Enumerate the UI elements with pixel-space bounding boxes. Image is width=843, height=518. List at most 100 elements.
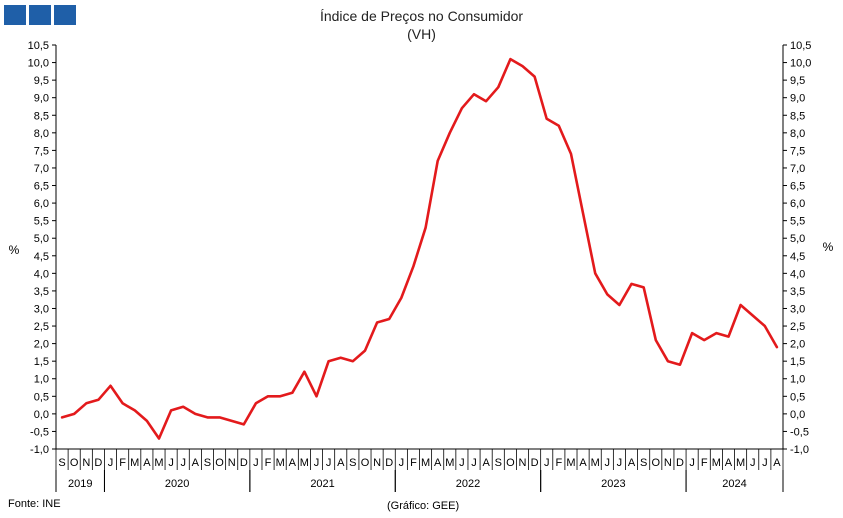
y-tick-label-right: 4,5 (790, 251, 805, 263)
x-month-label: F (555, 457, 562, 469)
x-month-label: A (337, 457, 345, 469)
x-month-label: D (531, 457, 539, 469)
y-tick-label-left: 1,0 (34, 374, 49, 386)
y-tick-label-right: 8,5 (790, 110, 805, 122)
x-month-label: D (240, 457, 248, 469)
x-month-label: A (143, 457, 151, 469)
x-month-label: J (689, 457, 695, 469)
y-tick-label-right: 5,5 (790, 216, 805, 228)
source-note: Fonte: INE (8, 498, 61, 510)
y-tick-label-right: 0,5 (790, 391, 805, 403)
y-tick-label-left: 5,0 (34, 233, 49, 245)
x-month-label: O (215, 457, 224, 469)
x-month-label: S (349, 457, 356, 469)
y-tick-label-right: 8,0 (790, 128, 805, 140)
y-tick-label-right: 10,5 (790, 40, 811, 52)
y-tick-label-left: 0,5 (34, 391, 49, 403)
x-month-label: J (108, 457, 114, 469)
x-month-label: J (617, 457, 623, 469)
x-month-label: D (94, 457, 102, 469)
x-month-label: S (204, 457, 211, 469)
x-month-label: A (482, 457, 490, 469)
x-month-label: J (762, 457, 768, 469)
x-month-label: N (519, 457, 527, 469)
x-month-label: M (276, 457, 285, 469)
logo (4, 5, 76, 25)
x-month-label: F (265, 457, 272, 469)
y-tick-label-left: 3,5 (34, 286, 49, 298)
x-month-label: O (506, 457, 515, 469)
x-month-label: N (228, 457, 236, 469)
x-month-label: N (373, 457, 381, 469)
y-tick-label-left: 6,0 (34, 198, 49, 210)
x-year-label: 2021 (310, 478, 334, 490)
y-tick-label-right: 1,5 (790, 356, 805, 368)
x-month-label: J (750, 457, 756, 469)
y-tick-label-left: 8,5 (34, 110, 49, 122)
y-tick-label-right: 3,0 (790, 303, 805, 315)
x-month-label: M (736, 457, 745, 469)
x-month-label: J (471, 457, 477, 469)
y-axis-unit-left: % (9, 243, 20, 257)
y-tick-label-left: 5,5 (34, 216, 49, 228)
x-month-label: A (434, 457, 442, 469)
x-month-label: J (544, 457, 550, 469)
x-month-label: A (289, 457, 297, 469)
chart-subtitle: (VH) (407, 26, 436, 42)
y-tick-label-left: 2,0 (34, 339, 49, 351)
y-tick-label-right: -1,0 (790, 444, 809, 456)
x-month-label: M (130, 457, 139, 469)
y-tick-label-left: 0,0 (34, 409, 49, 421)
x-month-label: D (676, 457, 684, 469)
x-year-label: 2022 (456, 478, 480, 490)
y-tick-label-right: 7,0 (790, 163, 805, 175)
y-tick-label-left: 2,5 (34, 321, 49, 333)
x-month-label: M (154, 457, 163, 469)
y-tick-label-left: 3,0 (34, 303, 49, 315)
x-month-label: J (605, 457, 611, 469)
y-tick-label-left: 10,5 (28, 40, 49, 52)
y-tick-label-left: 1,5 (34, 356, 49, 368)
y-tick-label-right: 5,0 (790, 233, 805, 245)
x-month-label: M (300, 457, 309, 469)
x-month-label: A (579, 457, 587, 469)
y-tick-label-right: 6,0 (790, 198, 805, 210)
x-month-label: J (168, 457, 174, 469)
y-tick-label-left: 7,5 (34, 145, 49, 157)
series-line (60, 57, 779, 440)
x-month-label: S (495, 457, 502, 469)
y-tick-label-right: 3,5 (790, 286, 805, 298)
y-tick-label-left: -0,5 (30, 426, 49, 438)
x-month-label: O (70, 457, 79, 469)
y-tick-label-right: 9,0 (790, 93, 805, 105)
y-tick-label-left: 6,5 (34, 181, 49, 193)
x-month-label: N (664, 457, 672, 469)
x-month-label: A (725, 457, 733, 469)
y-tick-label-right: 10,0 (790, 58, 811, 70)
x-year-label: 2019 (68, 478, 92, 490)
y-tick-label-right: 6,5 (790, 181, 805, 193)
x-year-label: 2023 (601, 478, 625, 490)
y-tick-label-right: 4,0 (790, 268, 805, 280)
x-month-label: A (628, 457, 636, 469)
x-month-label: M (712, 457, 721, 469)
x-month-label: D (385, 457, 393, 469)
y-tick-label-right: -0,5 (790, 426, 809, 438)
y-tick-label-right: 0,0 (790, 409, 805, 421)
x-month-label: J (314, 457, 320, 469)
y-axis-unit-right: % (823, 240, 834, 254)
chart-credit: (Gráfico: GEE) (387, 500, 460, 512)
x-month-label: O (651, 457, 660, 469)
x-month-label: J (253, 457, 259, 469)
y-tick-label-right: 2,5 (790, 321, 805, 333)
chart-title: Índice de Preços no Consumidor (319, 8, 524, 24)
y-tick-label-left: 4,5 (34, 251, 49, 263)
y-tick-label-left: 9,5 (34, 75, 49, 87)
x-month-label: M (566, 457, 575, 469)
x-month-label: M (445, 457, 454, 469)
x-month-label: O (361, 457, 370, 469)
y-tick-label-right: 2,0 (790, 339, 805, 351)
x-month-label: A (192, 457, 200, 469)
x-month-label: M (591, 457, 600, 469)
